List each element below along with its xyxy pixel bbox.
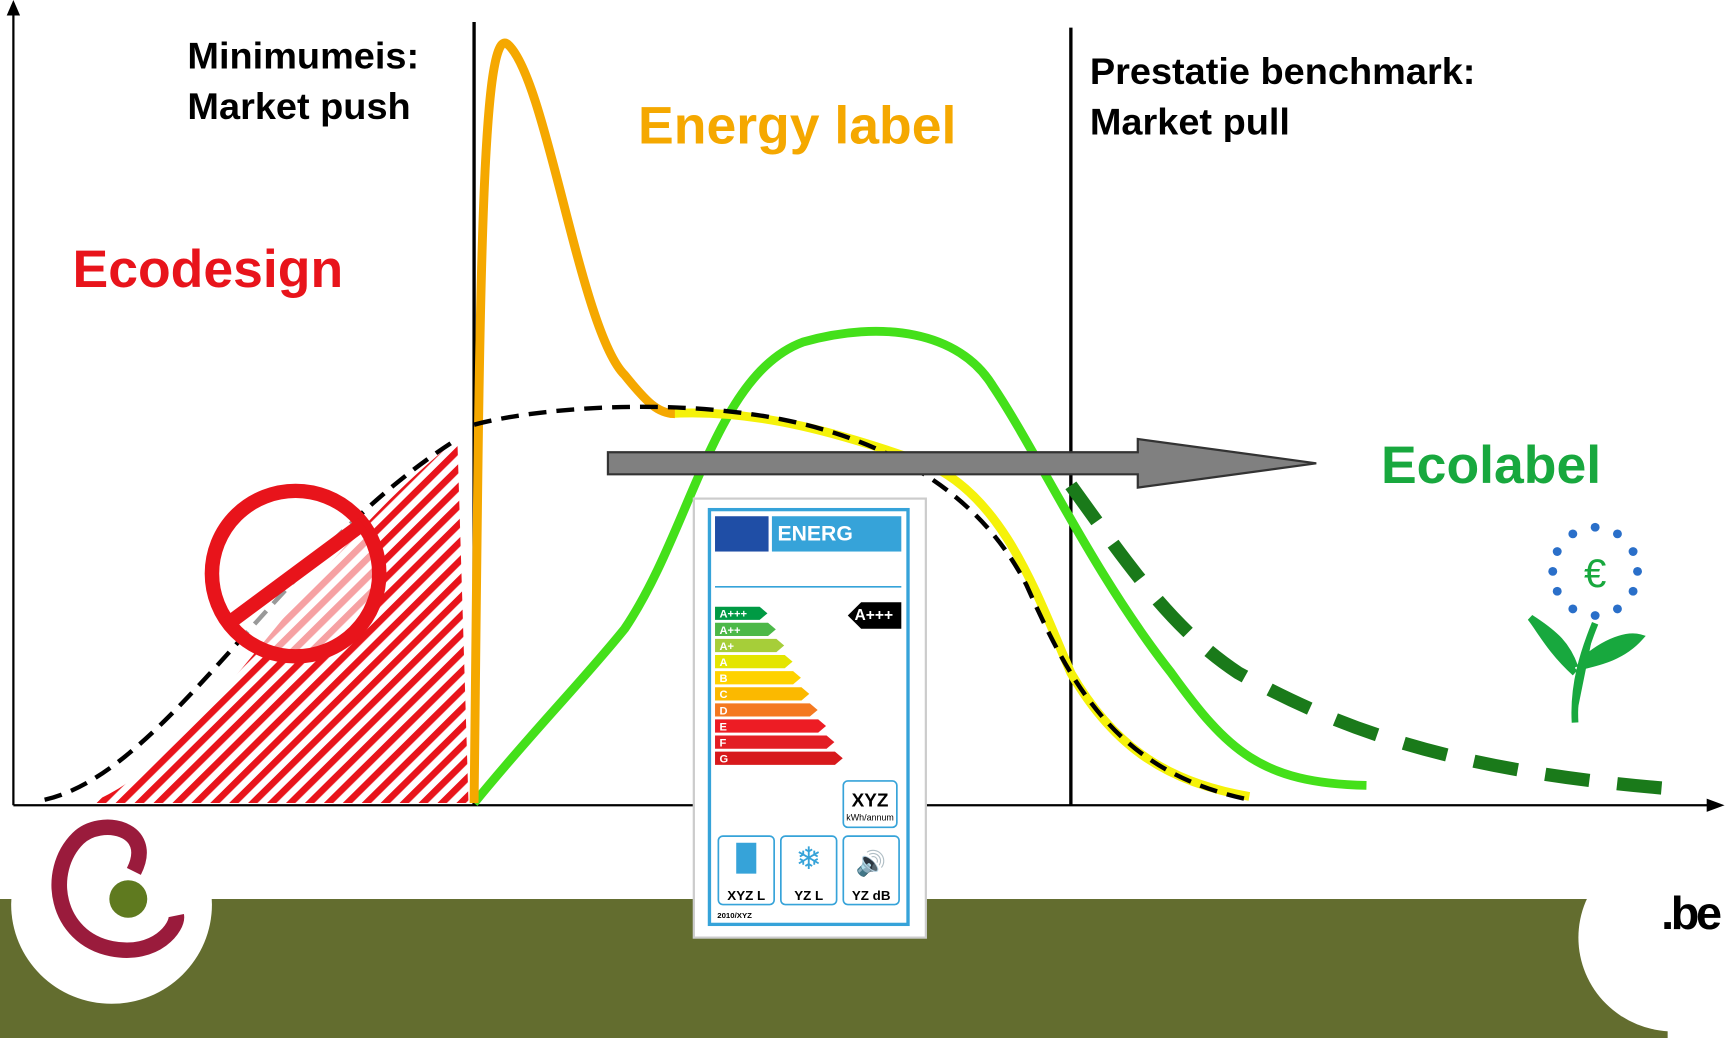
yellow-curve [669, 408, 1251, 801]
logo-arc [51, 819, 185, 958]
class-label: D [719, 705, 727, 717]
card-footer: 2010/XYZ [717, 911, 752, 920]
domain-backdrop [1578, 843, 1729, 1032]
class-bar [715, 638, 785, 653]
zone-title: Energy label [638, 97, 956, 156]
class-bar [715, 719, 827, 733]
card-consumption: XYZ [852, 789, 889, 810]
class-bar [715, 751, 843, 765]
green-curve [470, 326, 1367, 806]
prohibition-bar [224, 518, 367, 629]
class-label: B [719, 673, 727, 685]
class-bar [715, 687, 810, 701]
y-arrow [6, 0, 21, 16]
domain-text: .be [1661, 887, 1721, 939]
card-icon-label: YZ dB [852, 888, 891, 903]
class-bar [715, 606, 768, 620]
card-header: ENERG [777, 523, 852, 546]
class-label: A+ [719, 641, 734, 653]
ecolabel-flower: € [1548, 522, 1642, 620]
class-label: A++ [719, 625, 741, 637]
svg-text:🔊: 🔊 [856, 849, 887, 879]
card-unit: kWh/annum [846, 813, 894, 823]
x-arrow [1706, 798, 1725, 812]
logo-dot [109, 880, 148, 918]
class-bar [715, 703, 818, 717]
card-icon-label: YZ L [794, 888, 823, 903]
caption: Market push [187, 85, 410, 127]
svg-text:€: € [1584, 552, 1606, 596]
zone-title: Ecodesign [73, 240, 344, 299]
class-label: C [719, 689, 727, 701]
class-bar [715, 655, 793, 669]
class-label: G [719, 754, 728, 766]
svg-text:❄: ❄ [796, 841, 822, 876]
flower-stem [1527, 614, 1646, 723]
card-rating: A+++ [854, 607, 893, 624]
class-label: E [719, 722, 726, 734]
caption: Prestatie benchmark: [1090, 50, 1476, 92]
dashed-curve [44, 404, 1250, 802]
class-label: F [719, 738, 726, 750]
card-icon-label: XYZ L [727, 888, 765, 903]
class-bar [715, 671, 801, 685]
ecolabel-curve [1065, 481, 1685, 797]
class-label: A+++ [719, 609, 747, 621]
class-bar [715, 622, 776, 637]
zone-title: Ecolabel [1381, 436, 1601, 495]
shift-arrow [606, 437, 1317, 489]
orange-curve [469, 38, 676, 804]
caption: Market pull [1090, 101, 1290, 143]
class-label: A [719, 657, 727, 669]
class-bar [715, 735, 835, 749]
caption: Minimumeis: [187, 35, 419, 77]
